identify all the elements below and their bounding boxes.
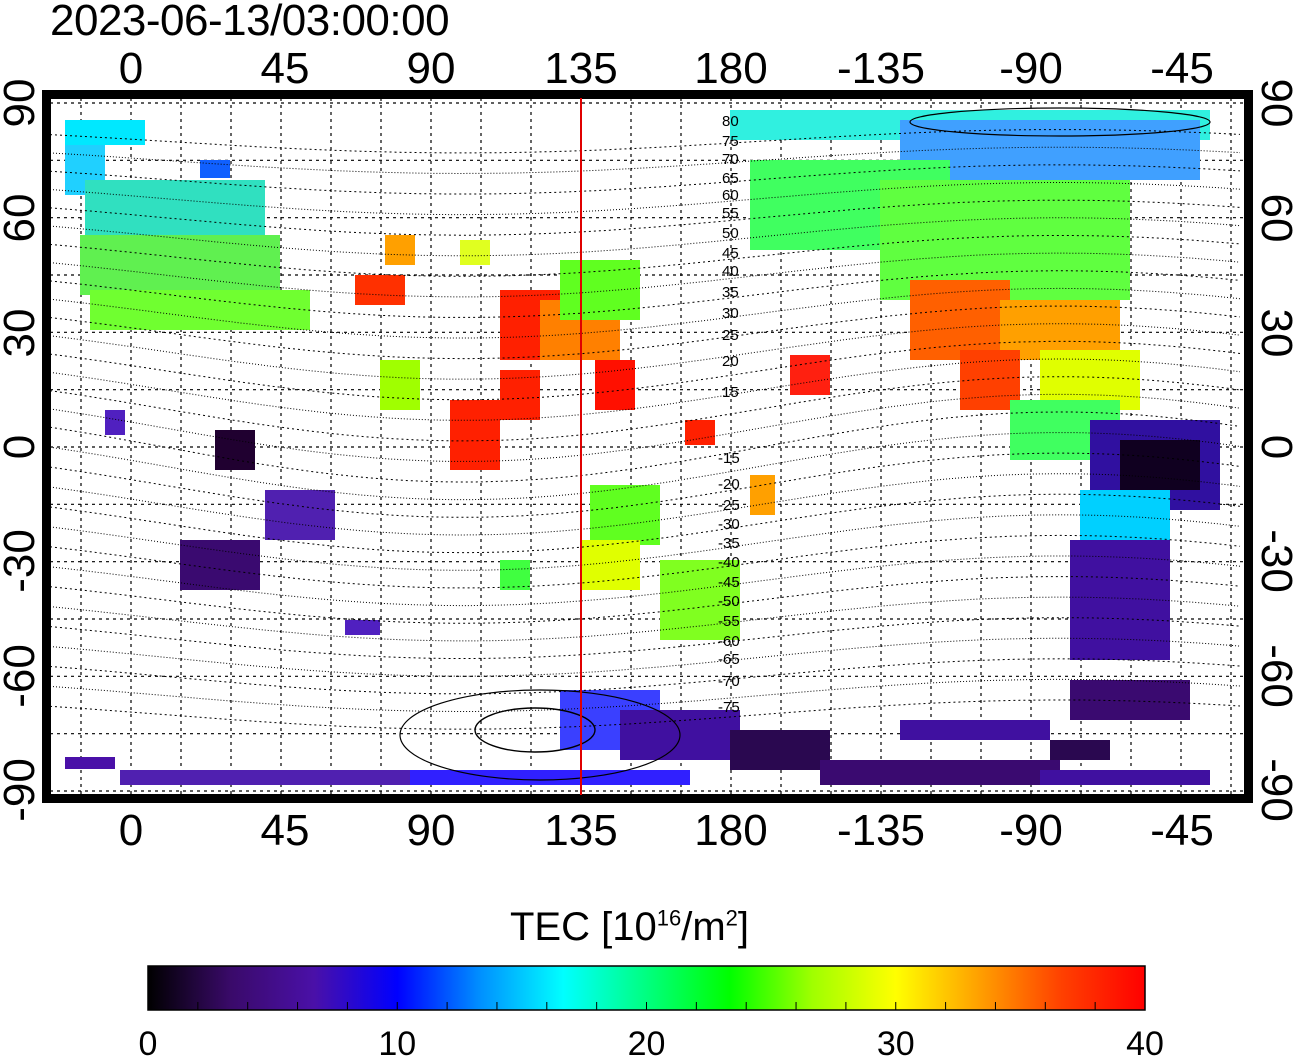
contour-label: 15 bbox=[722, 384, 739, 401]
contour-label: -15 bbox=[718, 450, 740, 467]
map-title: 2023-06-13/03:00:00 bbox=[50, 0, 450, 45]
colorbar-tick-label: 20 bbox=[628, 1025, 666, 1060]
contour-label: -75 bbox=[718, 699, 740, 716]
right-lat-tick-label: 90 bbox=[1252, 79, 1294, 128]
right-lat-tick-label: -30 bbox=[1252, 529, 1294, 593]
bottom-lon-tick-label: 0 bbox=[119, 806, 143, 855]
top-lon-tick-label: 135 bbox=[544, 44, 617, 93]
contour-label: -40 bbox=[718, 554, 740, 571]
contour-label: 45 bbox=[722, 245, 739, 262]
top-lon-tick-label: -45 bbox=[1150, 44, 1214, 93]
right-lat-tick-label: -60 bbox=[1252, 644, 1294, 708]
bottom-lon-tick-label: -45 bbox=[1150, 806, 1214, 855]
colorbar-label: TEC [1016/m2] bbox=[510, 905, 750, 949]
contour-label: 35 bbox=[722, 284, 739, 301]
bottom-lon-tick-label: 90 bbox=[407, 806, 456, 855]
contour-label: -65 bbox=[718, 651, 740, 668]
bottom-lon-tick-label: -135 bbox=[837, 806, 925, 855]
contour-label: -70 bbox=[718, 673, 740, 690]
colorbar-tick-label: 30 bbox=[877, 1025, 915, 1060]
contour-label: -35 bbox=[718, 535, 740, 552]
right-lat-tick-label: -90 bbox=[1252, 758, 1294, 822]
contour-label: -20 bbox=[718, 476, 740, 493]
right-frame-bar bbox=[1245, 90, 1253, 803]
left-lat-tick-label: -90 bbox=[0, 758, 44, 822]
right-lat-tick-label: 30 bbox=[1252, 309, 1294, 358]
top-lon-tick-label: 180 bbox=[694, 44, 767, 93]
colorbar-tick-label: 40 bbox=[1126, 1025, 1164, 1060]
bottom-lon-tick-label: 135 bbox=[544, 806, 617, 855]
top-frame-bar bbox=[48, 90, 1247, 98]
contour-label: -30 bbox=[718, 516, 740, 533]
right-lat-tick-label: 0 bbox=[1252, 435, 1294, 459]
colorbar-ticks: 0 10 20 30 40 bbox=[139, 1002, 1164, 1060]
contour-label: 65 bbox=[722, 170, 739, 187]
colorbar-tick-label: 10 bbox=[378, 1025, 416, 1060]
top-lon-tick-label: 0 bbox=[119, 44, 143, 93]
contour-label: 75 bbox=[722, 133, 739, 150]
contour-label: -55 bbox=[718, 613, 740, 630]
contour-label: 55 bbox=[722, 205, 739, 222]
left-frame-bar bbox=[42, 90, 50, 803]
colorbar-tick-label: 0 bbox=[139, 1025, 158, 1060]
left-lat-tick-label: -60 bbox=[0, 644, 44, 708]
contour-label: 20 bbox=[722, 353, 739, 370]
top-lon-tick-label: 90 bbox=[407, 44, 456, 93]
contour-label: 70 bbox=[722, 151, 739, 168]
top-lon-tick-label: -135 bbox=[837, 44, 925, 93]
left-lat-tick-label: -30 bbox=[0, 529, 44, 593]
contour-label: 40 bbox=[722, 263, 739, 280]
contour-label: 50 bbox=[722, 225, 739, 242]
right-lat-tick-label: 60 bbox=[1252, 194, 1294, 243]
colorbar: 0 10 20 30 40 bbox=[139, 965, 1164, 1060]
contour-label: -25 bbox=[718, 497, 740, 514]
bottom-frame-bar bbox=[48, 795, 1247, 803]
left-lat-tick-label: 90 bbox=[0, 79, 44, 128]
contour-label: 80 bbox=[722, 113, 739, 130]
bottom-lon-tick-label: 180 bbox=[694, 806, 767, 855]
contour-label: -45 bbox=[718, 574, 740, 591]
contour-label: -50 bbox=[718, 593, 740, 610]
contour-label: 30 bbox=[722, 305, 739, 322]
bottom-lon-tick-label: 45 bbox=[261, 806, 310, 855]
axis-labels: 0 45 90 135 180 -135 -90 -450 45 90 135 180 -135 -90-… bbox=[0, 44, 1294, 855]
tec-data-patches bbox=[65, 110, 1220, 785]
left-lat-tick-label: 60 bbox=[0, 194, 44, 243]
contour-label: 60 bbox=[722, 187, 739, 204]
bottom-lon-tick-label: -90 bbox=[999, 806, 1063, 855]
contour-label: 25 bbox=[722, 327, 739, 344]
magnetic-latitude-contours bbox=[50, 107, 1241, 781]
top-lon-tick-label: 45 bbox=[261, 44, 310, 93]
tec-map: 8075706560555045403530252015-15-20-25-30… bbox=[0, 44, 1294, 855]
contour-label: -60 bbox=[718, 633, 740, 650]
left-lat-tick-label: 30 bbox=[0, 309, 44, 358]
top-lon-tick-label: -90 bbox=[999, 44, 1063, 93]
left-lat-tick-label: 0 bbox=[0, 435, 44, 459]
